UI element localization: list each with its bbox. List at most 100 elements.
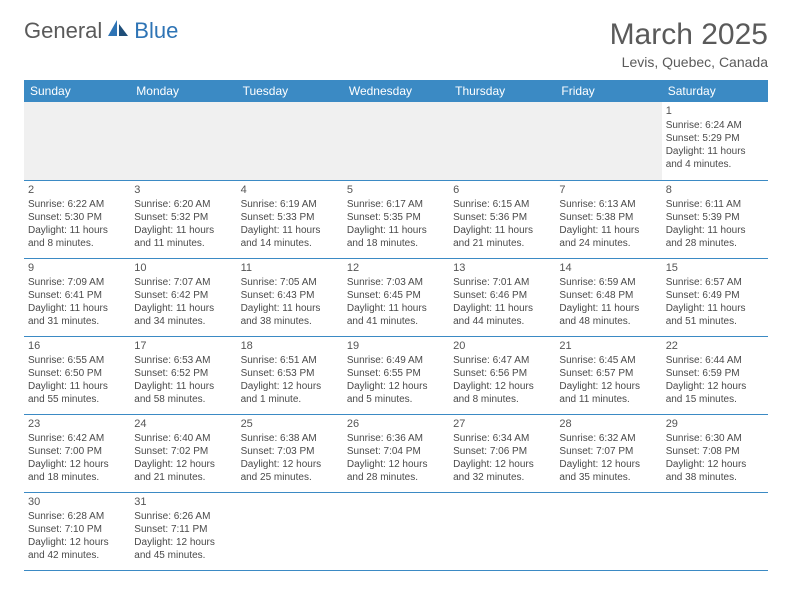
month-title: March 2025 [610,18,768,52]
daylight-line: Daylight: 11 hours and 28 minutes. [666,224,764,250]
sunset-line: Sunset: 6:59 PM [666,367,764,380]
calendar-cell: 2Sunrise: 6:22 AMSunset: 5:30 PMDaylight… [24,180,130,258]
calendar-cell: 10Sunrise: 7:07 AMSunset: 6:42 PMDayligh… [130,258,236,336]
daylight-line: Daylight: 11 hours and 34 minutes. [134,302,232,328]
title-block: March 2025 Levis, Quebec, Canada [610,18,768,70]
calendar-cell: 3Sunrise: 6:20 AMSunset: 5:32 PMDaylight… [130,180,236,258]
daylight-line: Daylight: 11 hours and 38 minutes. [241,302,339,328]
daylight-line: Daylight: 11 hours and 58 minutes. [134,380,232,406]
sunrise-line: Sunrise: 7:03 AM [347,276,445,289]
sunset-line: Sunset: 7:03 PM [241,445,339,458]
daylight-line: Daylight: 11 hours and 8 minutes. [28,224,126,250]
sunrise-line: Sunrise: 6:47 AM [453,354,551,367]
daylight-line: Daylight: 11 hours and 31 minutes. [28,302,126,328]
calendar-cell [237,102,343,180]
sunset-line: Sunset: 5:35 PM [347,211,445,224]
sunset-line: Sunset: 7:07 PM [559,445,657,458]
daylight-line: Daylight: 12 hours and 5 minutes. [347,380,445,406]
day-number: 17 [134,339,232,353]
day-number: 3 [134,183,232,197]
daylight-line: Daylight: 12 hours and 42 minutes. [28,536,126,562]
day-number: 25 [241,417,339,431]
sunrise-line: Sunrise: 6:38 AM [241,432,339,445]
calendar-cell: 11Sunrise: 7:05 AMSunset: 6:43 PMDayligh… [237,258,343,336]
sunset-line: Sunset: 6:57 PM [559,367,657,380]
sunrise-line: Sunrise: 6:30 AM [666,432,764,445]
calendar-cell [449,492,555,570]
day-number: 1 [666,104,764,118]
daylight-line: Daylight: 11 hours and 41 minutes. [347,302,445,328]
day-number: 26 [347,417,445,431]
calendar-cell: 28Sunrise: 6:32 AMSunset: 7:07 PMDayligh… [555,414,661,492]
weekday-header: Thursday [449,80,555,102]
calendar-cell: 6Sunrise: 6:15 AMSunset: 5:36 PMDaylight… [449,180,555,258]
sunrise-line: Sunrise: 6:45 AM [559,354,657,367]
calendar-cell: 1Sunrise: 6:24 AMSunset: 5:29 PMDaylight… [662,102,768,180]
calendar-cell: 18Sunrise: 6:51 AMSunset: 6:53 PMDayligh… [237,336,343,414]
day-number: 5 [347,183,445,197]
daylight-line: Daylight: 12 hours and 18 minutes. [28,458,126,484]
sunrise-line: Sunrise: 6:19 AM [241,198,339,211]
day-number: 27 [453,417,551,431]
day-number: 4 [241,183,339,197]
calendar-cell [130,102,236,180]
daylight-line: Daylight: 11 hours and 48 minutes. [559,302,657,328]
sunrise-line: Sunrise: 6:26 AM [134,510,232,523]
sunset-line: Sunset: 6:43 PM [241,289,339,302]
sunrise-line: Sunrise: 6:40 AM [134,432,232,445]
calendar-cell [24,102,130,180]
calendar-cell: 8Sunrise: 6:11 AMSunset: 5:39 PMDaylight… [662,180,768,258]
sunset-line: Sunset: 6:46 PM [453,289,551,302]
sunrise-line: Sunrise: 6:55 AM [28,354,126,367]
sunrise-line: Sunrise: 7:01 AM [453,276,551,289]
sunset-line: Sunset: 6:42 PM [134,289,232,302]
calendar-cell: 12Sunrise: 7:03 AMSunset: 6:45 PMDayligh… [343,258,449,336]
sunrise-line: Sunrise: 7:05 AM [241,276,339,289]
day-number: 23 [28,417,126,431]
daylight-line: Daylight: 11 hours and 4 minutes. [666,145,764,171]
calendar-cell: 26Sunrise: 6:36 AMSunset: 7:04 PMDayligh… [343,414,449,492]
sunrise-line: Sunrise: 6:44 AM [666,354,764,367]
day-number: 31 [134,495,232,509]
brand-general: General [24,18,102,44]
sunset-line: Sunset: 6:45 PM [347,289,445,302]
day-number: 30 [28,495,126,509]
day-number: 12 [347,261,445,275]
calendar-cell: 19Sunrise: 6:49 AMSunset: 6:55 PMDayligh… [343,336,449,414]
sunset-line: Sunset: 6:49 PM [666,289,764,302]
weekday-header: Friday [555,80,661,102]
sunset-line: Sunset: 7:00 PM [28,445,126,458]
sunrise-line: Sunrise: 6:53 AM [134,354,232,367]
day-number: 29 [666,417,764,431]
sunset-line: Sunset: 6:50 PM [28,367,126,380]
day-number: 24 [134,417,232,431]
calendar-cell: 31Sunrise: 6:26 AMSunset: 7:11 PMDayligh… [130,492,236,570]
day-number: 15 [666,261,764,275]
calendar-cell [555,102,661,180]
calendar-cell: 9Sunrise: 7:09 AMSunset: 6:41 PMDaylight… [24,258,130,336]
day-number: 7 [559,183,657,197]
daylight-line: Daylight: 12 hours and 28 minutes. [347,458,445,484]
calendar-cell: 23Sunrise: 6:42 AMSunset: 7:00 PMDayligh… [24,414,130,492]
sunrise-line: Sunrise: 6:15 AM [453,198,551,211]
daylight-line: Daylight: 11 hours and 21 minutes. [453,224,551,250]
sunrise-line: Sunrise: 6:24 AM [666,119,764,132]
sunrise-line: Sunrise: 7:09 AM [28,276,126,289]
sunrise-line: Sunrise: 6:34 AM [453,432,551,445]
calendar-head: SundayMondayTuesdayWednesdayThursdayFrid… [24,80,768,102]
sunset-line: Sunset: 6:52 PM [134,367,232,380]
day-number: 14 [559,261,657,275]
calendar-cell: 13Sunrise: 7:01 AMSunset: 6:46 PMDayligh… [449,258,555,336]
day-number: 28 [559,417,657,431]
daylight-line: Daylight: 12 hours and 35 minutes. [559,458,657,484]
weekday-header: Tuesday [237,80,343,102]
daylight-line: Daylight: 11 hours and 51 minutes. [666,302,764,328]
day-number: 16 [28,339,126,353]
day-number: 22 [666,339,764,353]
daylight-line: Daylight: 12 hours and 38 minutes. [666,458,764,484]
sunrise-line: Sunrise: 6:49 AM [347,354,445,367]
sail-icon [106,18,130,44]
calendar-cell: 24Sunrise: 6:40 AMSunset: 7:02 PMDayligh… [130,414,236,492]
sunrise-line: Sunrise: 6:13 AM [559,198,657,211]
calendar-cell [662,492,768,570]
